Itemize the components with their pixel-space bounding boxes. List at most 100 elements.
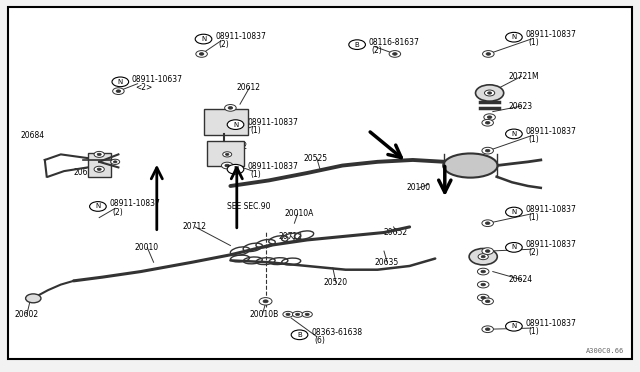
Circle shape [90, 202, 106, 211]
Circle shape [263, 300, 268, 303]
FancyBboxPatch shape [204, 109, 248, 135]
Circle shape [488, 92, 492, 94]
Text: N: N [511, 34, 516, 40]
Text: 20010B: 20010B [250, 310, 279, 319]
Circle shape [97, 168, 101, 170]
Circle shape [481, 270, 486, 273]
Text: (1): (1) [250, 126, 261, 135]
Text: 08911-10837: 08911-10837 [247, 118, 298, 126]
Circle shape [113, 88, 124, 94]
Text: (1): (1) [529, 327, 540, 336]
Text: 08911-10637: 08911-10637 [132, 75, 183, 84]
Circle shape [482, 326, 493, 333]
Text: 08911-10837: 08911-10837 [525, 127, 576, 136]
Text: 08911-10837: 08911-10837 [215, 32, 266, 41]
Text: 20100: 20100 [406, 183, 431, 192]
Circle shape [199, 52, 204, 55]
Text: 20635: 20635 [374, 258, 399, 267]
Circle shape [485, 149, 490, 152]
Circle shape [112, 77, 129, 87]
Text: (1): (1) [529, 135, 540, 144]
Text: 08116-81637: 08116-81637 [369, 38, 419, 46]
Circle shape [482, 298, 493, 305]
Circle shape [116, 90, 121, 93]
Circle shape [485, 121, 490, 124]
Text: 20525: 20525 [304, 154, 328, 163]
Text: N: N [95, 203, 100, 209]
Circle shape [302, 311, 312, 317]
Text: 20602: 20602 [14, 310, 38, 319]
Circle shape [94, 151, 104, 157]
Circle shape [487, 116, 492, 119]
Circle shape [111, 159, 120, 164]
Circle shape [227, 120, 244, 129]
Circle shape [481, 283, 486, 286]
Circle shape [259, 298, 272, 305]
Text: 20712: 20712 [182, 222, 206, 231]
Text: 08363-61638: 08363-61638 [311, 328, 362, 337]
Circle shape [113, 161, 117, 163]
Circle shape [225, 164, 230, 167]
Circle shape [477, 294, 489, 301]
Text: 20010A: 20010A [285, 209, 314, 218]
Circle shape [506, 129, 522, 139]
Circle shape [506, 207, 522, 217]
Circle shape [26, 294, 41, 303]
Text: <2>: <2> [135, 83, 152, 92]
Circle shape [485, 328, 490, 331]
Text: 20612: 20612 [237, 83, 261, 92]
Circle shape [286, 313, 290, 315]
Text: 08911-10837: 08911-10837 [525, 240, 576, 249]
Circle shape [228, 106, 233, 109]
Circle shape [305, 313, 309, 315]
Circle shape [485, 222, 490, 225]
Circle shape [485, 300, 490, 303]
Circle shape [196, 51, 207, 57]
Text: 20712: 20712 [278, 232, 302, 241]
Text: (1): (1) [529, 213, 540, 222]
Circle shape [506, 321, 522, 331]
Text: B: B [355, 42, 360, 48]
Text: 08911-10837: 08911-10837 [525, 319, 576, 328]
Text: N: N [118, 79, 123, 85]
Circle shape [389, 51, 401, 57]
Circle shape [283, 311, 293, 317]
Text: (2): (2) [529, 248, 540, 257]
Text: 20623: 20623 [509, 102, 533, 110]
Text: 20684: 20684 [20, 131, 45, 140]
Circle shape [97, 153, 101, 155]
Circle shape [292, 311, 303, 317]
Text: N: N [233, 166, 238, 172]
Text: (1): (1) [250, 170, 261, 179]
Circle shape [195, 34, 212, 44]
Circle shape [481, 256, 485, 258]
Text: N: N [511, 244, 516, 250]
Circle shape [486, 52, 491, 55]
Circle shape [484, 90, 495, 96]
Text: B: B [297, 332, 302, 338]
Text: (2): (2) [218, 40, 229, 49]
Circle shape [94, 166, 104, 172]
Circle shape [469, 248, 497, 265]
Circle shape [482, 248, 493, 254]
Text: 20520: 20520 [323, 278, 348, 287]
Text: 20721M: 20721M [509, 72, 540, 81]
Text: (2): (2) [113, 208, 124, 217]
Text: (6): (6) [314, 336, 325, 345]
Circle shape [483, 51, 494, 57]
Ellipse shape [443, 153, 498, 177]
Text: 08911-10837: 08911-10837 [525, 205, 576, 214]
Circle shape [478, 254, 488, 260]
Text: N: N [511, 209, 516, 215]
Circle shape [225, 105, 236, 111]
Circle shape [349, 40, 365, 49]
Circle shape [296, 313, 300, 315]
Text: 20642: 20642 [224, 142, 248, 151]
Text: 08911-10837: 08911-10837 [525, 30, 576, 39]
Circle shape [482, 147, 493, 154]
Circle shape [477, 281, 489, 288]
Circle shape [481, 296, 486, 299]
Text: 20652: 20652 [384, 228, 408, 237]
Circle shape [291, 330, 308, 340]
Circle shape [506, 32, 522, 42]
